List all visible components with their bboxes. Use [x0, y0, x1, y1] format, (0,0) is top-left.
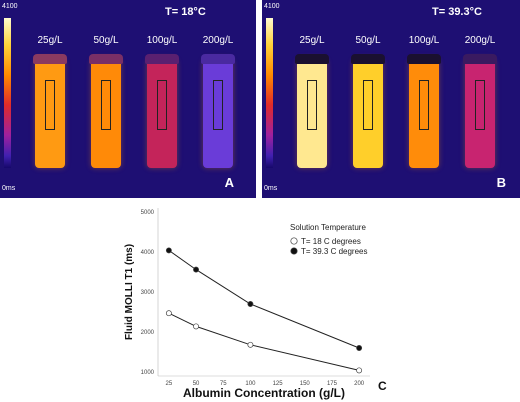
- legend-entry: T= 18 C degrees: [301, 237, 361, 246]
- sample-tube: [145, 54, 179, 168]
- y-axis-title: Fluid MOLLI T1 (ms): [124, 244, 135, 340]
- data-point: [165, 310, 172, 317]
- x-tick-label: 150: [300, 381, 311, 387]
- x-tick-label: 200: [354, 381, 365, 387]
- y-tick-label: 4000: [141, 250, 155, 256]
- data-point: [247, 301, 254, 307]
- y-tick-label: 3000: [141, 290, 155, 296]
- sample-tube: [407, 54, 441, 168]
- roi-box: [45, 80, 55, 130]
- series-line-0: [168, 312, 360, 371]
- tube-cap: [463, 54, 497, 64]
- x-tick-label: 125: [273, 381, 284, 387]
- x-tick-label: 100: [245, 381, 256, 387]
- x-tick-label: 175: [327, 381, 338, 387]
- scale-max-label: 4100: [2, 3, 18, 10]
- y-tick-label: 2000: [141, 330, 155, 336]
- panel-letter: A: [224, 175, 234, 190]
- sample-tube: [463, 54, 497, 168]
- panel-letter: B: [496, 175, 506, 190]
- sample-tube: [33, 54, 67, 168]
- roi-box: [157, 80, 167, 130]
- tube-cap: [351, 54, 385, 64]
- tube-label: 200g/L: [202, 35, 234, 46]
- y-tick-label: 1000: [141, 370, 155, 376]
- series-line-1: [168, 249, 360, 349]
- roi-box: [475, 80, 485, 130]
- data-point: [193, 323, 200, 330]
- tube-cap: [201, 54, 235, 64]
- tube-cap: [89, 54, 123, 64]
- color-scale-bar: [4, 18, 11, 168]
- scale-min-label: 0ms: [264, 185, 278, 192]
- legend-entry: T= 39.3 C degrees: [301, 247, 367, 256]
- legend-marker: [290, 247, 298, 255]
- tube-cap: [407, 54, 441, 64]
- legend-title: Solution Temperature: [290, 223, 366, 232]
- data-point: [193, 266, 200, 273]
- scale-min-label: 0ms: [2, 185, 16, 192]
- x-tick-label: 50: [193, 381, 200, 387]
- tube-label: 200g/L: [464, 35, 496, 46]
- scale-max-label: 4100: [264, 3, 280, 10]
- tube-cap: [145, 54, 179, 64]
- tube-label: 50g/L: [355, 35, 381, 46]
- tube-cap: [33, 54, 67, 64]
- data-point: [165, 247, 172, 254]
- temperature-label: T= 18°C: [165, 6, 206, 18]
- data-point: [247, 341, 254, 348]
- y-tick-label: 5000: [141, 210, 155, 216]
- tube-cap: [295, 54, 329, 64]
- roi-box: [363, 80, 373, 130]
- data-point: [356, 367, 363, 374]
- data-point: [356, 345, 363, 351]
- temperature-label: T= 39.3°C: [432, 6, 482, 18]
- color-scale-bar: [266, 18, 273, 168]
- panel-letter: C: [378, 379, 387, 393]
- x-axis-title: Albumin Concentration (g/L): [183, 386, 345, 400]
- x-tick-label: 25: [166, 381, 173, 387]
- tube-label: 25g/L: [299, 35, 325, 46]
- t1-line-chart: 25 50 75 100 125 150 175 200 1000 2000 3000 4000 500…: [124, 208, 387, 400]
- roi-box: [307, 80, 317, 130]
- roi-box: [213, 80, 223, 130]
- roi-box: [419, 80, 429, 130]
- sample-tube: [201, 54, 235, 168]
- x-tick-label: 75: [220, 381, 227, 387]
- legend-marker: [290, 237, 298, 245]
- mri-panel-a: 4100 0ms T= 18°C A 25g/L 50g/L 100g/L 200g/…: [0, 0, 256, 198]
- roi-box: [101, 80, 111, 130]
- mri-panel-b: 4100 0ms T= 39.3°C B 25g/L 50g/L 100g/L 200…: [262, 0, 520, 198]
- sample-tube: [295, 54, 329, 168]
- tube-label: 50g/L: [93, 35, 119, 46]
- tube-label: 25g/L: [37, 35, 63, 46]
- tube-label: 100g/L: [408, 35, 440, 46]
- tube-label: 100g/L: [146, 35, 178, 46]
- sample-tube: [351, 54, 385, 168]
- sample-tube: [89, 54, 123, 168]
